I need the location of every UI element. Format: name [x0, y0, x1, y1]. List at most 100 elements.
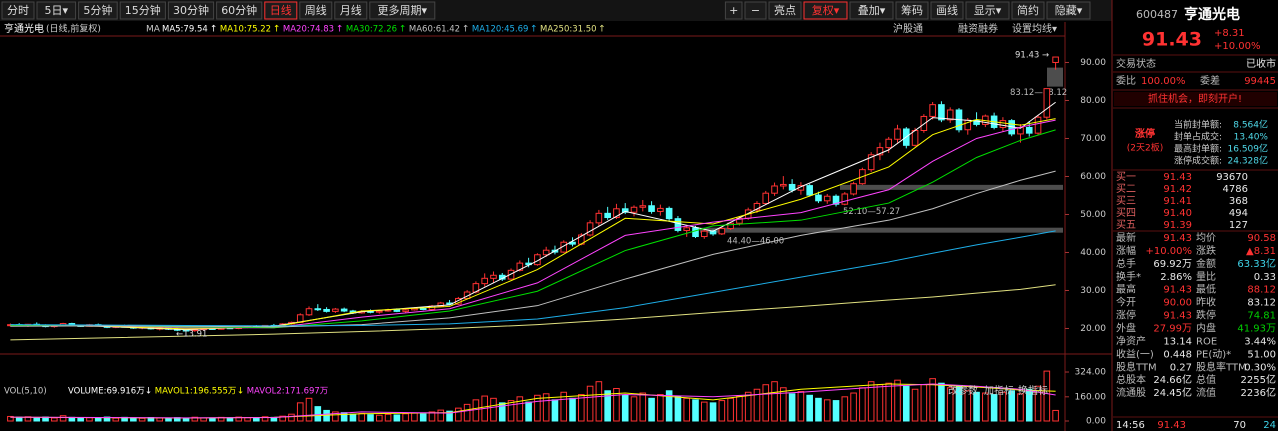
volume-bar	[780, 387, 787, 422]
stat-value: 63.33亿	[1237, 257, 1276, 270]
candle-body	[762, 192, 770, 204]
gap-label: 83.12—88.12	[1010, 88, 1067, 98]
tool-button[interactable]	[895, 1, 929, 20]
volume-bar	[235, 416, 243, 422]
ad-banner[interactable]	[1114, 92, 1277, 106]
volume-bar	[279, 415, 286, 422]
stat-label: 昨收	[1196, 296, 1216, 309]
volume-bar	[542, 393, 550, 422]
period-button[interactable]	[167, 1, 215, 20]
tool-button[interactable]	[803, 1, 848, 20]
tool-label[interactable]: 显示▾	[974, 4, 1002, 17]
gap-label: 44.40—46.00	[727, 236, 784, 246]
stock-name: 亨通光电	[4, 22, 44, 35]
volume-bar	[692, 399, 699, 422]
stat-label: 流通股	[1116, 386, 1146, 399]
period-button[interactable]	[299, 1, 333, 20]
candle-body	[305, 308, 313, 316]
period-button[interactable]	[369, 1, 436, 20]
volume-button[interactable]: 换指标	[1018, 384, 1048, 397]
period-label[interactable]: 5日▾	[45, 4, 69, 17]
tool-button[interactable]	[930, 1, 964, 20]
stat-value: 74.81	[1247, 311, 1276, 322]
ma-arrow: ↑	[210, 25, 218, 35]
period-button[interactable]	[78, 1, 118, 20]
period-button[interactable]	[119, 1, 166, 20]
period-button[interactable]	[36, 1, 77, 20]
volume-bar	[367, 414, 374, 422]
period-label[interactable]: 5分钟	[83, 3, 112, 17]
tool-button[interactable]	[724, 1, 743, 20]
tool-label[interactable]: 叠加▾	[858, 4, 886, 17]
candle-body	[999, 120, 1007, 128]
tool-label[interactable]: +	[729, 4, 738, 17]
price-change-pct: +10.00%	[1214, 41, 1261, 52]
stat-label: 总手	[1116, 257, 1136, 270]
volume-legend: MAVOL1:196.555万	[155, 387, 237, 397]
tool-label[interactable]: 亮点	[774, 3, 796, 17]
tool-button[interactable]	[1011, 1, 1045, 20]
candle-body	[911, 130, 919, 146]
volume-bar	[709, 402, 717, 422]
limit-item-value: 16.509亿	[1228, 143, 1269, 155]
book-level: 买二	[1116, 183, 1136, 195]
tool-label[interactable]: 画线	[936, 3, 958, 17]
chart-link[interactable]: 沪股通	[893, 22, 923, 35]
candle-body	[586, 222, 594, 236]
volume-bar	[1034, 385, 1042, 422]
period-label[interactable]: 分时	[7, 4, 29, 17]
volume-bar	[753, 388, 761, 422]
volume-bar	[94, 417, 102, 422]
tool-label[interactable]: 筹码	[901, 3, 923, 17]
candle-body	[621, 208, 629, 213]
book-level: 买一	[1116, 171, 1136, 183]
volume-bar	[911, 388, 919, 422]
period-label[interactable]: 周线	[305, 3, 327, 17]
tool-button[interactable]	[965, 1, 1010, 20]
candle-body	[771, 185, 778, 194]
period-label[interactable]: 30分钟	[173, 3, 209, 17]
period-label[interactable]: 更多周期▾	[378, 3, 428, 17]
volume-bar	[411, 412, 418, 422]
volume-bar	[51, 417, 58, 422]
volume-button[interactable]: 改参数	[948, 384, 978, 397]
tool-button[interactable]	[1046, 1, 1091, 20]
period-label[interactable]: 60分钟	[221, 3, 257, 17]
candle-body	[850, 183, 857, 195]
volume-bar	[674, 395, 682, 422]
volume-bar	[946, 387, 954, 422]
candle-body	[613, 208, 620, 219]
tool-label[interactable]: −	[751, 4, 760, 17]
ma-line	[10, 284, 1056, 341]
candle-body	[604, 212, 611, 219]
chart-link[interactable]: 设置均线▾	[1012, 22, 1057, 35]
tool-label[interactable]: 简约	[1017, 3, 1039, 17]
volume-button[interactable]: 加指标	[984, 384, 1014, 397]
period-button[interactable]	[216, 1, 263, 20]
volume-bar	[516, 396, 524, 422]
candle-body	[630, 206, 638, 213]
stat-value: 2236亿	[1241, 386, 1276, 399]
volume-bar	[156, 417, 164, 422]
volume-bar	[288, 413, 295, 422]
tool-label[interactable]: 复权▾	[812, 3, 840, 17]
period-label[interactable]: 月线	[340, 3, 362, 17]
stat-value: 0.448	[1163, 349, 1192, 360]
period-label[interactable]: 15分钟	[125, 3, 161, 17]
period-button[interactable]	[264, 1, 298, 20]
ma-arrow: ↑	[273, 25, 281, 35]
chart-link[interactable]: 融资融券	[958, 22, 998, 35]
tool-label[interactable]: 隐藏▾	[1055, 4, 1083, 17]
tool-button[interactable]	[849, 1, 894, 20]
tool-button[interactable]	[744, 1, 767, 20]
ad-text[interactable]: 抓住机会，即刻开户!	[1148, 92, 1242, 105]
period-button[interactable]	[334, 1, 368, 20]
period-label[interactable]: 日线	[270, 3, 292, 17]
limit-item-label: 封单占成交:	[1174, 131, 1222, 143]
candle-body	[507, 269, 515, 280]
volume-bar	[534, 394, 541, 422]
adjust-mode: (日线,前复权)	[46, 23, 101, 35]
period-button[interactable]	[1, 1, 35, 20]
tool-button[interactable]	[768, 1, 802, 20]
